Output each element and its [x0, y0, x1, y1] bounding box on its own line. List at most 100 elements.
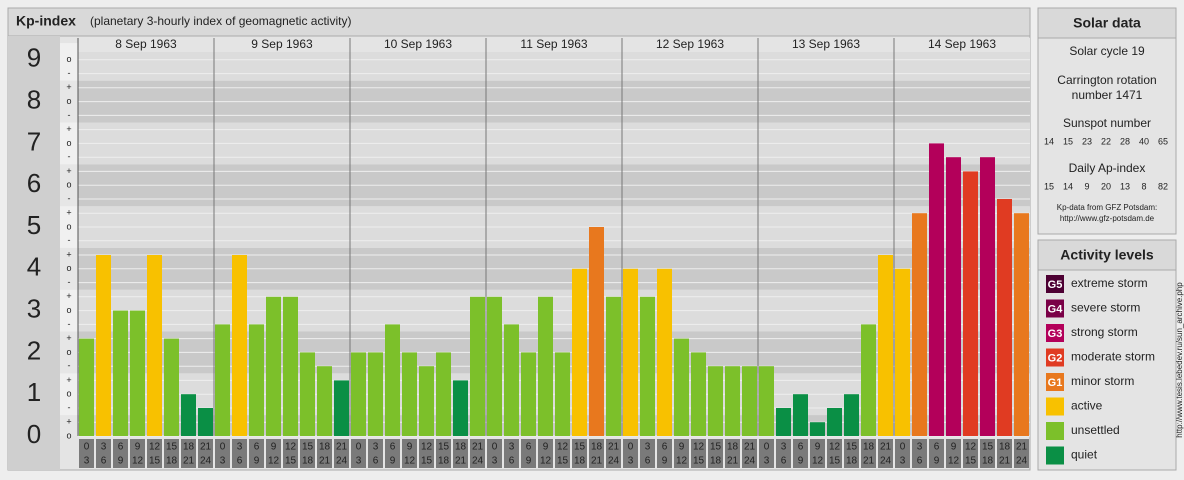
minor-tick-label: - — [68, 193, 71, 203]
minor-tick-label: - — [68, 319, 71, 329]
hour-label: 6 — [509, 456, 515, 467]
legend-swatch — [1046, 446, 1064, 465]
band-left — [60, 43, 78, 81]
hour-label: 3 — [84, 456, 90, 467]
sunspot-label: Sunspot number — [1063, 116, 1151, 130]
hour-label: 9 — [798, 456, 804, 467]
hour-box — [640, 439, 655, 468]
minor-tick-label: o — [66, 180, 71, 190]
hour-label: 18 — [166, 456, 178, 467]
bar — [861, 324, 876, 436]
hour-label: 9 — [254, 456, 260, 467]
hour-label: 3 — [509, 442, 515, 453]
hour-label: 6 — [662, 442, 668, 453]
hour-label: 18 — [183, 442, 195, 453]
minor-tick-label: + — [66, 333, 71, 343]
bar — [232, 255, 247, 436]
hour-box — [351, 439, 366, 468]
hour-box — [606, 439, 621, 468]
hour-box — [674, 439, 689, 468]
bar — [759, 366, 774, 436]
legend-badge: G5 — [1048, 279, 1063, 291]
hour-label: 9 — [934, 456, 940, 467]
legend-swatch — [1046, 324, 1064, 342]
hour-label: 15 — [149, 456, 161, 467]
legend-badge: G1 — [1048, 377, 1063, 389]
minor-tick-label: - — [68, 110, 71, 120]
hour-label: 3 — [628, 456, 634, 467]
bar — [980, 157, 995, 436]
carrington: number 1471 — [1072, 88, 1143, 102]
bar — [436, 352, 451, 436]
sunspots-value: 40 — [1139, 136, 1149, 146]
band-left — [60, 373, 78, 416]
bar — [742, 366, 757, 436]
minor-tick-label: o — [66, 389, 71, 399]
bar — [895, 268, 910, 436]
bar — [606, 296, 621, 436]
bar — [368, 352, 383, 436]
hour-label: 9 — [951, 442, 957, 453]
bar — [1014, 213, 1029, 436]
hour-label: 3 — [764, 456, 770, 467]
hour-label: 12 — [557, 442, 569, 453]
hour-label: 3 — [373, 442, 379, 453]
hour-label: 0 — [900, 442, 906, 453]
minor-tick-label: + — [66, 166, 71, 176]
bar — [538, 296, 553, 436]
hour-label: 12 — [948, 456, 960, 467]
hour-label: 21 — [183, 456, 195, 467]
bar — [300, 352, 315, 436]
hour-label: 9 — [271, 442, 277, 453]
hour-label: 3 — [781, 442, 787, 453]
y-axis-column — [8, 36, 60, 470]
day-header — [622, 38, 758, 52]
hour-box — [589, 439, 604, 468]
title-bar — [7, 7, 1031, 37]
hour-label: 18 — [591, 442, 603, 453]
legend-swatch — [1046, 422, 1064, 440]
hour-box — [844, 439, 859, 468]
legend-badge: G2 — [1048, 352, 1063, 364]
hour-label: 21 — [455, 456, 467, 467]
hour-label: 12 — [693, 442, 705, 453]
band-left — [60, 331, 78, 374]
band-left — [60, 122, 78, 165]
hour-label: 21 — [999, 456, 1011, 467]
hour-label: 21 — [1016, 442, 1028, 453]
hour-box — [929, 439, 944, 468]
hour-label: 9 — [815, 442, 821, 453]
hour-box — [963, 439, 978, 468]
hour-label: 12 — [132, 456, 144, 467]
band-left — [60, 415, 78, 436]
day-header — [894, 38, 1030, 52]
solar-title: Solar data — [1073, 15, 1141, 31]
legend-header — [1037, 239, 1177, 271]
hour-label: 15 — [693, 456, 705, 467]
hour-box — [249, 439, 264, 468]
source: Kp-data from GFZ Potsdam: — [1057, 203, 1157, 212]
y-tick-label: 3 — [27, 293, 41, 323]
hour-box — [521, 439, 536, 468]
y-tick-label: 9 — [27, 43, 41, 73]
day-header — [486, 38, 622, 52]
hour-label: 15 — [557, 456, 569, 467]
minor-tick-label: o — [66, 347, 71, 357]
minor-tick-label: - — [68, 235, 71, 245]
hour-label: 6 — [526, 442, 532, 453]
band — [78, 415, 1030, 436]
ap-label: Daily Ap-index — [1069, 161, 1146, 175]
hour-label: 15 — [302, 442, 314, 453]
band-left — [60, 80, 78, 123]
day-header — [78, 38, 214, 52]
legend-label: minor storm — [1071, 374, 1134, 388]
hour-label: 6 — [118, 442, 124, 453]
minor-tick-label: - — [68, 68, 71, 78]
bar — [674, 338, 689, 436]
legend-swatch — [1046, 397, 1064, 416]
hour-label: 15 — [982, 442, 994, 453]
sunspots-value: 23 — [1082, 136, 1092, 146]
bar — [793, 394, 808, 436]
minor-tick-label: o — [66, 138, 71, 148]
